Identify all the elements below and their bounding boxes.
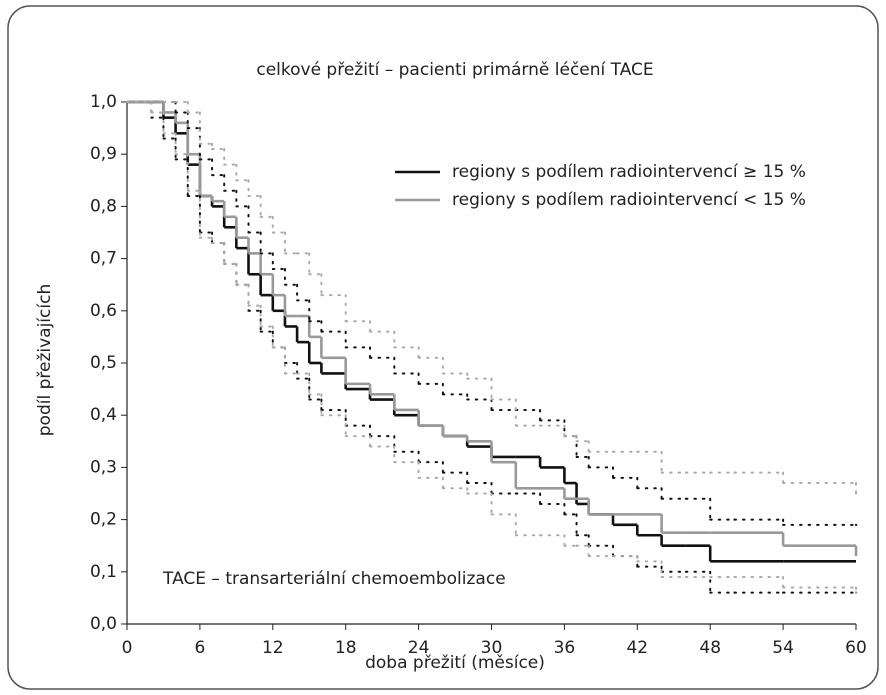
x-tick-label: 24 bbox=[408, 638, 430, 658]
x-tick-label: 6 bbox=[194, 638, 205, 658]
x-tick-label: 60 bbox=[845, 638, 867, 658]
y-tick-label: 0,0 bbox=[90, 614, 117, 634]
x-tick-label: 48 bbox=[699, 638, 721, 658]
legend-label: regiony s podílem radiointervencí ≥ 15 % bbox=[452, 162, 806, 182]
x-tick-label: 54 bbox=[772, 638, 794, 658]
y-tick-label: 0,5 bbox=[90, 353, 117, 373]
y-axis-label: podíl přeživajících bbox=[35, 284, 55, 436]
x-tick-label: 42 bbox=[626, 638, 648, 658]
y-tick-label: 0,6 bbox=[90, 301, 117, 321]
y-tick-label: 0,9 bbox=[90, 144, 117, 164]
y-tick-label: 0,3 bbox=[90, 457, 117, 477]
chart-title: celkové přežití – pacienti primárně léče… bbox=[256, 60, 653, 80]
y-tick-label: 0,2 bbox=[90, 510, 117, 530]
x-tick-label: 18 bbox=[335, 638, 357, 658]
y-tick-label: 0,1 bbox=[90, 562, 117, 582]
legend-label: regiony s podílem radiointervencí < 15 % bbox=[452, 190, 806, 210]
x-tick-label: 36 bbox=[554, 638, 576, 658]
y-tick-label: 0,8 bbox=[90, 196, 117, 216]
y-tick-label: 0,7 bbox=[90, 249, 117, 269]
x-tick-label: 30 bbox=[481, 638, 503, 658]
x-tick-label: 0 bbox=[122, 638, 133, 658]
x-tick-label: 12 bbox=[262, 638, 284, 658]
x-axis-label: doba přežití (měsíce) bbox=[365, 653, 545, 673]
y-tick-label: 1,0 bbox=[90, 92, 117, 112]
annotation: TACE – transarteriální chemoembolizace bbox=[162, 569, 506, 589]
y-tick-label: 0,4 bbox=[90, 405, 117, 425]
